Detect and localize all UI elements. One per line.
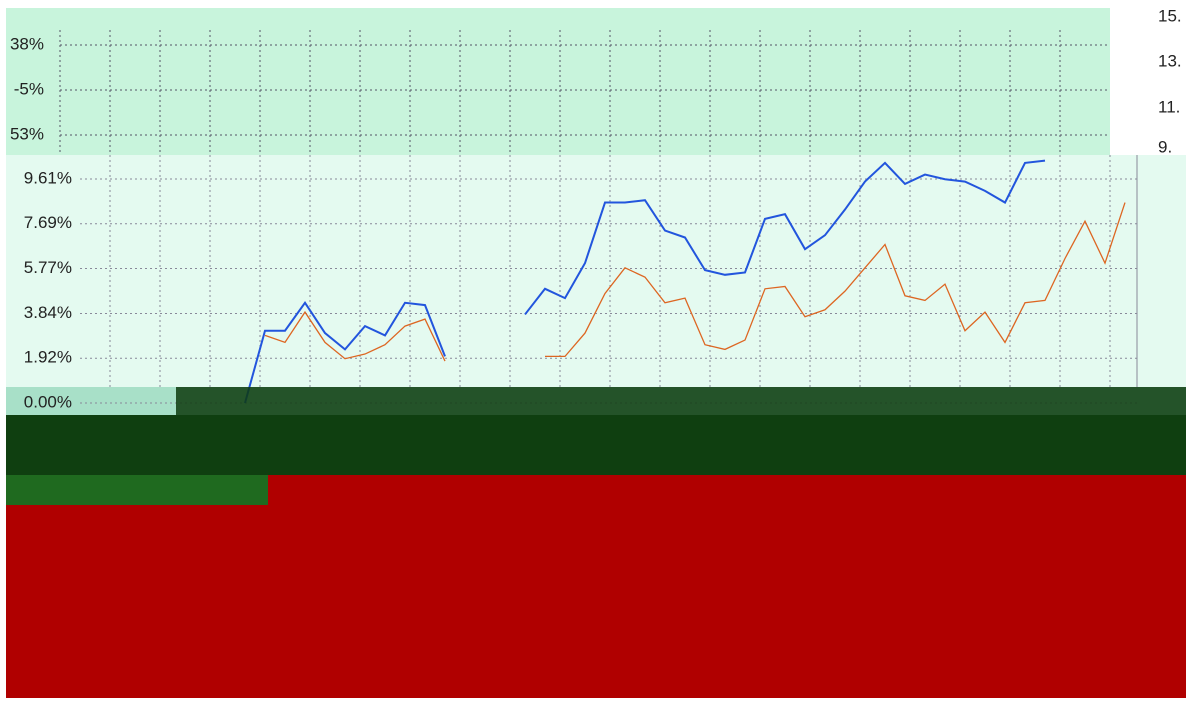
- y-tick-label: 7.69%: [24, 213, 72, 232]
- series-line: [264, 202, 1126, 362]
- overlay-band: [176, 387, 1186, 415]
- series-line: [244, 159, 1046, 404]
- top-right-label: 9.: [1158, 137, 1172, 156]
- y-tick-label: 1.92%: [24, 348, 72, 367]
- dark-band: [6, 415, 1186, 475]
- top-right-label: 11.: [1158, 97, 1180, 116]
- top-left-label: -5%: [14, 79, 44, 98]
- top-left-label: 53%: [10, 124, 44, 143]
- top-right-label: 15.: [1158, 6, 1182, 25]
- y-tick-label: 3.84%: [24, 303, 72, 322]
- top-right-label: 13.: [1158, 51, 1182, 70]
- y-tick-label: 0.00%: [24, 392, 72, 411]
- top-left-label: 38%: [10, 34, 44, 53]
- y-tick-label: 9.61%: [24, 168, 72, 187]
- plot: 0.00% 1.92% 3.84% 5.77% 7.69% 9.61%: [24, 30, 1138, 411]
- top-panel: [6, 8, 1110, 156]
- y-tick-label: 5.77%: [24, 258, 72, 277]
- plot-panel: [6, 155, 1186, 387]
- top-axis-area: [1110, 8, 1192, 156]
- green-block: [6, 475, 268, 505]
- red-block: [6, 505, 268, 698]
- red-block: [268, 475, 1186, 698]
